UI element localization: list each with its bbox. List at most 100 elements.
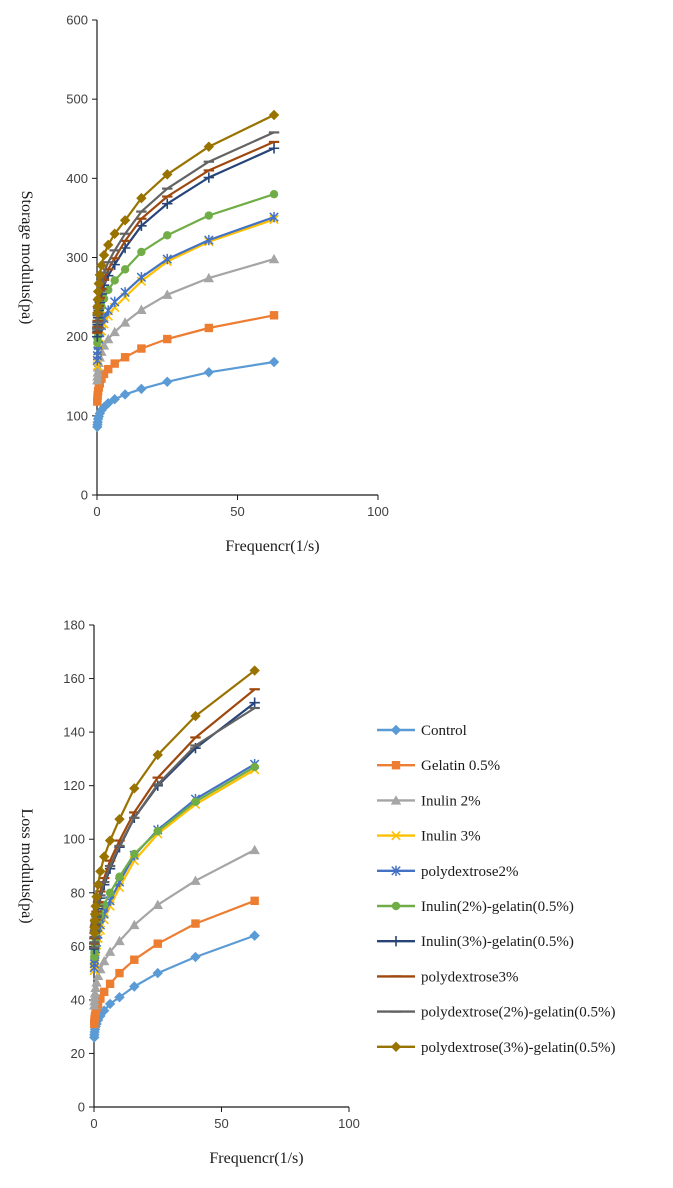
- storage-series-10: [92, 109, 280, 319]
- storage-data-point: [104, 364, 113, 374]
- storage-data-point: [203, 367, 215, 378]
- legend-label: Inulin 3%: [421, 829, 481, 845]
- legend-item: polydextrose3%: [377, 969, 518, 985]
- storage-data-point: [269, 311, 279, 320]
- storage-data-point: [109, 326, 120, 337]
- legend-item: Control: [377, 723, 467, 739]
- loss-data-point: [89, 915, 100, 927]
- storage-series-1: [92, 356, 280, 433]
- legend-label: Inulin(3%)-gelatin(0.5%): [421, 934, 574, 950]
- storage-data-point: [268, 143, 280, 154]
- legend: Control Gelatin 0.5% Inulin 2% Inulin 3% pol…: [377, 723, 616, 1056]
- legend-item: Inulin 3%: [377, 829, 481, 845]
- loss-data-point: [190, 875, 201, 885]
- loss-data-point: [249, 697, 260, 708]
- loss-data-point: [104, 946, 116, 956]
- loss-data-point: [105, 979, 115, 989]
- legend-label: Gelatin 0.5%: [421, 758, 500, 774]
- loss-series-3: [89, 844, 260, 1010]
- storage-data-point: [103, 333, 114, 344]
- storage-data-point: [204, 234, 214, 246]
- loss-data-point: [89, 909, 101, 920]
- legend-item: polydextrose(2%)-gelatin(0.5%): [377, 1005, 616, 1021]
- storage-data-point: [163, 231, 172, 240]
- legend-label: Control: [421, 723, 467, 739]
- storage-x-axis-title: Frequencr(1/s): [225, 538, 319, 555]
- loss-data-point: [89, 927, 100, 939]
- storage-y-tick-label: 600: [66, 13, 88, 28]
- storage-y-tick-label: 300: [66, 250, 88, 265]
- storage-series-5: [92, 211, 279, 366]
- storage-data-point: [136, 192, 147, 204]
- storage-data-point: [92, 301, 103, 312]
- loss-modulus-chart: 0 20 40 60 80 100 120 140 160 180 0 50 100 Frequencr(…: [18, 618, 360, 1168]
- loss-data-point: [129, 783, 140, 794]
- legend-swatch-marker: [390, 724, 402, 736]
- storage-data-point: [120, 265, 130, 274]
- storage-series-line: [96, 216, 275, 361]
- loss-x-tick-label: 50: [214, 1116, 228, 1131]
- storage-series-8: [92, 140, 280, 334]
- storage-data-point: [120, 287, 130, 298]
- legend-label: polydextrose(3%)-gelatin(0.5%): [421, 1040, 616, 1056]
- loss-data-point: [89, 922, 100, 933]
- loss-data-point: [153, 826, 162, 836]
- storage-data-point: [162, 198, 173, 209]
- loss-y-tick-label: 0: [78, 1100, 85, 1115]
- storage-y-tick-label: 0: [81, 488, 88, 503]
- loss-data-point: [92, 879, 104, 890]
- loss-y-tick-label: 80: [71, 885, 85, 900]
- storage-data-point: [109, 296, 120, 308]
- storage-y-tick-label: 400: [66, 171, 88, 186]
- storage-data-point: [163, 334, 172, 344]
- legend-item: Inulin 2%: [377, 793, 481, 809]
- legend-label: polydextrose2%: [421, 864, 518, 880]
- loss-data-point: [191, 919, 200, 928]
- storage-modulus-chart: 0 100 200 300 400 500 600 0 50 100 Frequencr(1/s) S…: [18, 13, 389, 556]
- loss-y-tick-label: 40: [71, 992, 85, 1007]
- loss-data-point: [115, 872, 124, 881]
- loss-data-point: [153, 939, 162, 948]
- storage-data-point: [162, 376, 173, 387]
- loss-data-point: [191, 797, 200, 806]
- storage-data-point: [119, 317, 131, 327]
- storage-data-point: [119, 389, 131, 400]
- loss-series-line: [93, 763, 256, 968]
- loss-data-point: [129, 919, 140, 930]
- storage-data-point: [110, 359, 119, 368]
- loss-data-point: [89, 987, 101, 998]
- storage-data-point: [109, 394, 120, 405]
- loss-series-2: [90, 896, 259, 1029]
- storage-x-tick-label: 0: [93, 504, 100, 519]
- storage-data-point: [136, 272, 147, 283]
- loss-data-point: [114, 935, 125, 946]
- loss-data-point: [152, 899, 163, 910]
- legend-item: polydextrose2%: [377, 864, 518, 880]
- loss-y-axis-title: Loss modulus(pa): [18, 808, 35, 923]
- loss-data-point: [90, 982, 101, 993]
- storage-data-point: [92, 367, 103, 377]
- legend-swatch-marker: [390, 1041, 402, 1052]
- loss-x-tick-label: 0: [90, 1116, 97, 1131]
- legend-item: polydextrose(3%)-gelatin(0.5%): [377, 1040, 616, 1056]
- storage-data-point: [137, 344, 146, 353]
- storage-series-6: [93, 189, 279, 348]
- loss-series-line: [93, 707, 256, 948]
- legend-swatch-marker: [391, 901, 401, 911]
- storage-x-tick-label: 100: [367, 504, 389, 519]
- loss-data-point: [104, 835, 116, 846]
- storage-data-point: [110, 276, 119, 285]
- storage-data-point: [136, 304, 147, 314]
- storage-y-tick-label: 500: [66, 92, 88, 107]
- loss-series-line: [93, 899, 256, 1025]
- storage-data-point: [99, 369, 109, 379]
- legend-swatch-marker: [390, 795, 402, 805]
- storage-data-point: [103, 397, 114, 409]
- storage-x-tick-label: 50: [230, 504, 244, 519]
- loss-x-axis-title: Frequencr(1/s): [209, 1150, 303, 1167]
- loss-data-point: [99, 955, 110, 966]
- loss-series-7: [89, 697, 260, 955]
- storage-data-point: [269, 189, 279, 199]
- loss-data-point: [91, 891, 102, 902]
- storage-data-point: [137, 247, 146, 257]
